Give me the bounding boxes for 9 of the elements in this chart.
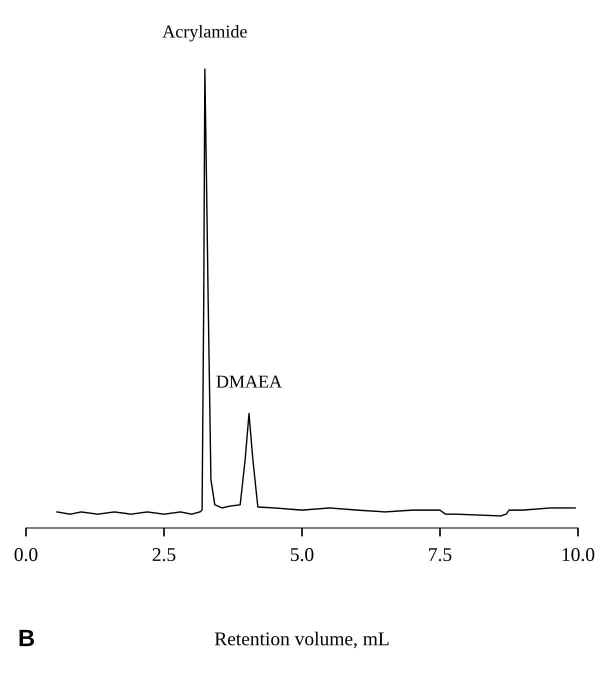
annotation: DMAEA	[216, 376, 282, 388]
x-tick-label: 5.0	[290, 548, 314, 562]
x-tick-label: 7.5	[429, 548, 452, 562]
x-tick-label: 10.0	[562, 548, 594, 562]
x-tick-label: 2.5	[152, 548, 176, 562]
text: B	[20, 630, 34, 646]
x-axis-title: Retention volume, mL	[214, 632, 389, 648]
x-tick-label: 0.0	[14, 548, 38, 562]
annotation: Acrylamide	[162, 24, 247, 42]
